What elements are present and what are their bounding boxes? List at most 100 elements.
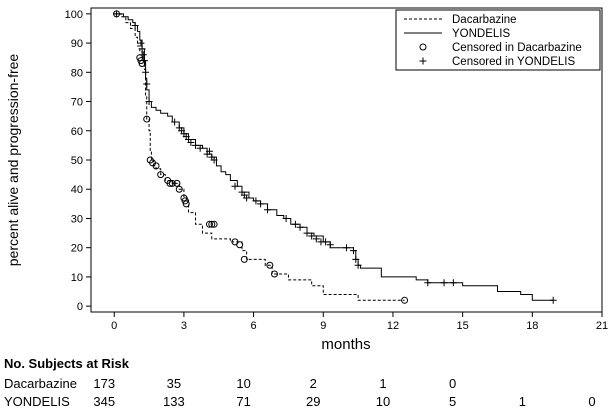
- risk-cell: 345: [93, 394, 116, 409]
- risk-row-label: YONDELIS: [4, 394, 70, 409]
- x-tick-label: 12: [387, 320, 399, 332]
- y-tick-label: 50: [71, 155, 83, 167]
- censor-mark-yondelis: [196, 144, 204, 152]
- risk-cell: 1: [518, 394, 526, 409]
- censor-mark-dacarbazine: [157, 171, 165, 179]
- x-tick-label: 18: [526, 320, 538, 332]
- y-tick-label: 40: [71, 184, 83, 196]
- x-tick-label: 6: [251, 320, 257, 332]
- legend-label: Dacarbazine: [452, 14, 517, 26]
- censor-mark-dacarbazine: [168, 179, 176, 187]
- km-chart: 0 3 6 9 12 15 18 21 0 10 20 30 40 50 60 70 80 90 100 Dacar…: [5, 7, 608, 353]
- legend-label: YONDELIS: [452, 28, 510, 40]
- legend-swatch-plus: [419, 57, 427, 65]
- censor-marks: [113, 10, 557, 304]
- risk-cell: 0: [449, 376, 457, 391]
- censor-mark-yondelis: [424, 279, 432, 287]
- censor-mark-dacarbazine: [175, 185, 183, 193]
- censor-mark-yondelis: [322, 238, 330, 246]
- y-tick-label: 10: [71, 272, 83, 284]
- censor-mark-yondelis: [243, 194, 251, 202]
- censor-mark-yondelis: [142, 68, 150, 76]
- censor-mark-yondelis: [352, 255, 360, 263]
- legend-box: [395, 9, 601, 71]
- censor-mark-yondelis: [140, 57, 148, 65]
- y-tick-label: 30: [71, 213, 83, 225]
- censor-mark-yondelis: [137, 39, 145, 47]
- x-axis-label: months: [321, 336, 370, 353]
- censor-mark-yondelis: [143, 80, 151, 88]
- risk-cell: 2: [309, 376, 317, 391]
- y-tick-label: 60: [71, 126, 83, 138]
- censor-mark-yondelis: [440, 279, 448, 287]
- censor-mark-yondelis: [296, 223, 304, 231]
- risk-cell: 71: [236, 394, 251, 409]
- censor-mark-dacarbazine: [143, 115, 151, 123]
- censor-mark-dacarbazine: [166, 179, 174, 187]
- risk-cell: 173: [93, 376, 116, 391]
- y-tick-label: 0: [77, 301, 83, 313]
- censor-mark-dacarbazine: [152, 162, 160, 170]
- censor-mark-yondelis: [138, 45, 146, 53]
- risk-cell: 0: [588, 394, 596, 409]
- censor-mark-dacarbazine: [270, 270, 278, 278]
- legend-swatch-circle: [419, 43, 427, 51]
- y-tick-label: 20: [71, 243, 83, 255]
- risk-cell: 5: [449, 394, 457, 409]
- censor-mark-yondelis: [252, 197, 260, 205]
- censor-mark-yondelis: [264, 206, 272, 214]
- censor-mark-yondelis: [131, 22, 139, 30]
- x-tick-label: 21: [596, 320, 608, 332]
- y-tick-label: 100: [65, 9, 83, 21]
- censor-mark-yondelis: [343, 244, 350, 252]
- x-tick-label: 0: [111, 320, 117, 332]
- y-tick-label: 70: [71, 97, 83, 109]
- censor-mark-yondelis: [291, 220, 299, 228]
- censor-mark-dacarbazine: [266, 261, 274, 269]
- x-tick-label: 3: [181, 320, 187, 332]
- censor-mark-yondelis: [349, 247, 357, 255]
- censor-mark-yondelis: [205, 147, 213, 155]
- censor-mark-yondelis: [139, 51, 147, 59]
- censor-mark-yondelis: [192, 141, 200, 149]
- censor-mark-yondelis: [231, 182, 239, 190]
- censor-mark-yondelis: [113, 10, 121, 18]
- censor-mark-yondelis: [282, 214, 290, 222]
- x-tick-label: 9: [320, 320, 326, 332]
- censor-mark-dacarbazine: [401, 296, 409, 304]
- censor-mark-yondelis: [303, 229, 311, 237]
- risk-cell: 10: [236, 376, 251, 391]
- censor-mark-dacarbazine: [205, 220, 213, 228]
- censor-mark-dacarbazine: [240, 255, 248, 263]
- censor-mark-yondelis: [171, 118, 179, 126]
- censor-mark-yondelis: [145, 98, 153, 106]
- legend-label: Censored in Dacarbazine: [452, 42, 582, 54]
- censor-mark-dacarbazine: [210, 220, 218, 228]
- censor-mark-yondelis: [210, 156, 218, 164]
- censor-mark-yondelis: [449, 279, 457, 287]
- censor-mark-dacarbazine: [173, 179, 181, 187]
- censor-mark-yondelis: [187, 138, 195, 146]
- y-tick-label: 90: [71, 38, 83, 50]
- censor-mark-dacarbazine: [208, 220, 216, 228]
- legend-label: Censored in YONDELIS: [452, 56, 575, 68]
- censor-mark-yondelis: [549, 296, 557, 304]
- censor-mark-dacarbazine: [182, 200, 190, 208]
- censor-mark-yondelis: [354, 261, 362, 269]
- risk-cell: 10: [375, 394, 391, 409]
- risk-cell: 35: [166, 376, 182, 391]
- risk-cell: 133: [163, 394, 185, 409]
- risk-row-label: Dacarbazine: [4, 376, 77, 391]
- censor-mark-yondelis: [308, 232, 316, 240]
- y-tick-label: 80: [71, 67, 83, 79]
- risk-cell: 1: [379, 376, 387, 391]
- legend: Dacarbazine YONDELIS Censored in Dacarbazi…: [395, 9, 601, 71]
- x-tick-label: 15: [457, 320, 469, 332]
- axes: 0 3 6 9 12 15 18 21 0 10 20 30 40 50 60 70 80 90 100: [65, 9, 608, 332]
- series-line-dacarbazine: [114, 13, 405, 301]
- risk-cell: 29: [306, 394, 321, 409]
- risk-table-title: No. Subjects at Risk: [4, 356, 129, 371]
- censor-mark-yondelis: [257, 200, 265, 208]
- y-axis-label: percent alive and progression-free: [5, 54, 21, 267]
- censor-mark-dacarbazine: [236, 241, 244, 249]
